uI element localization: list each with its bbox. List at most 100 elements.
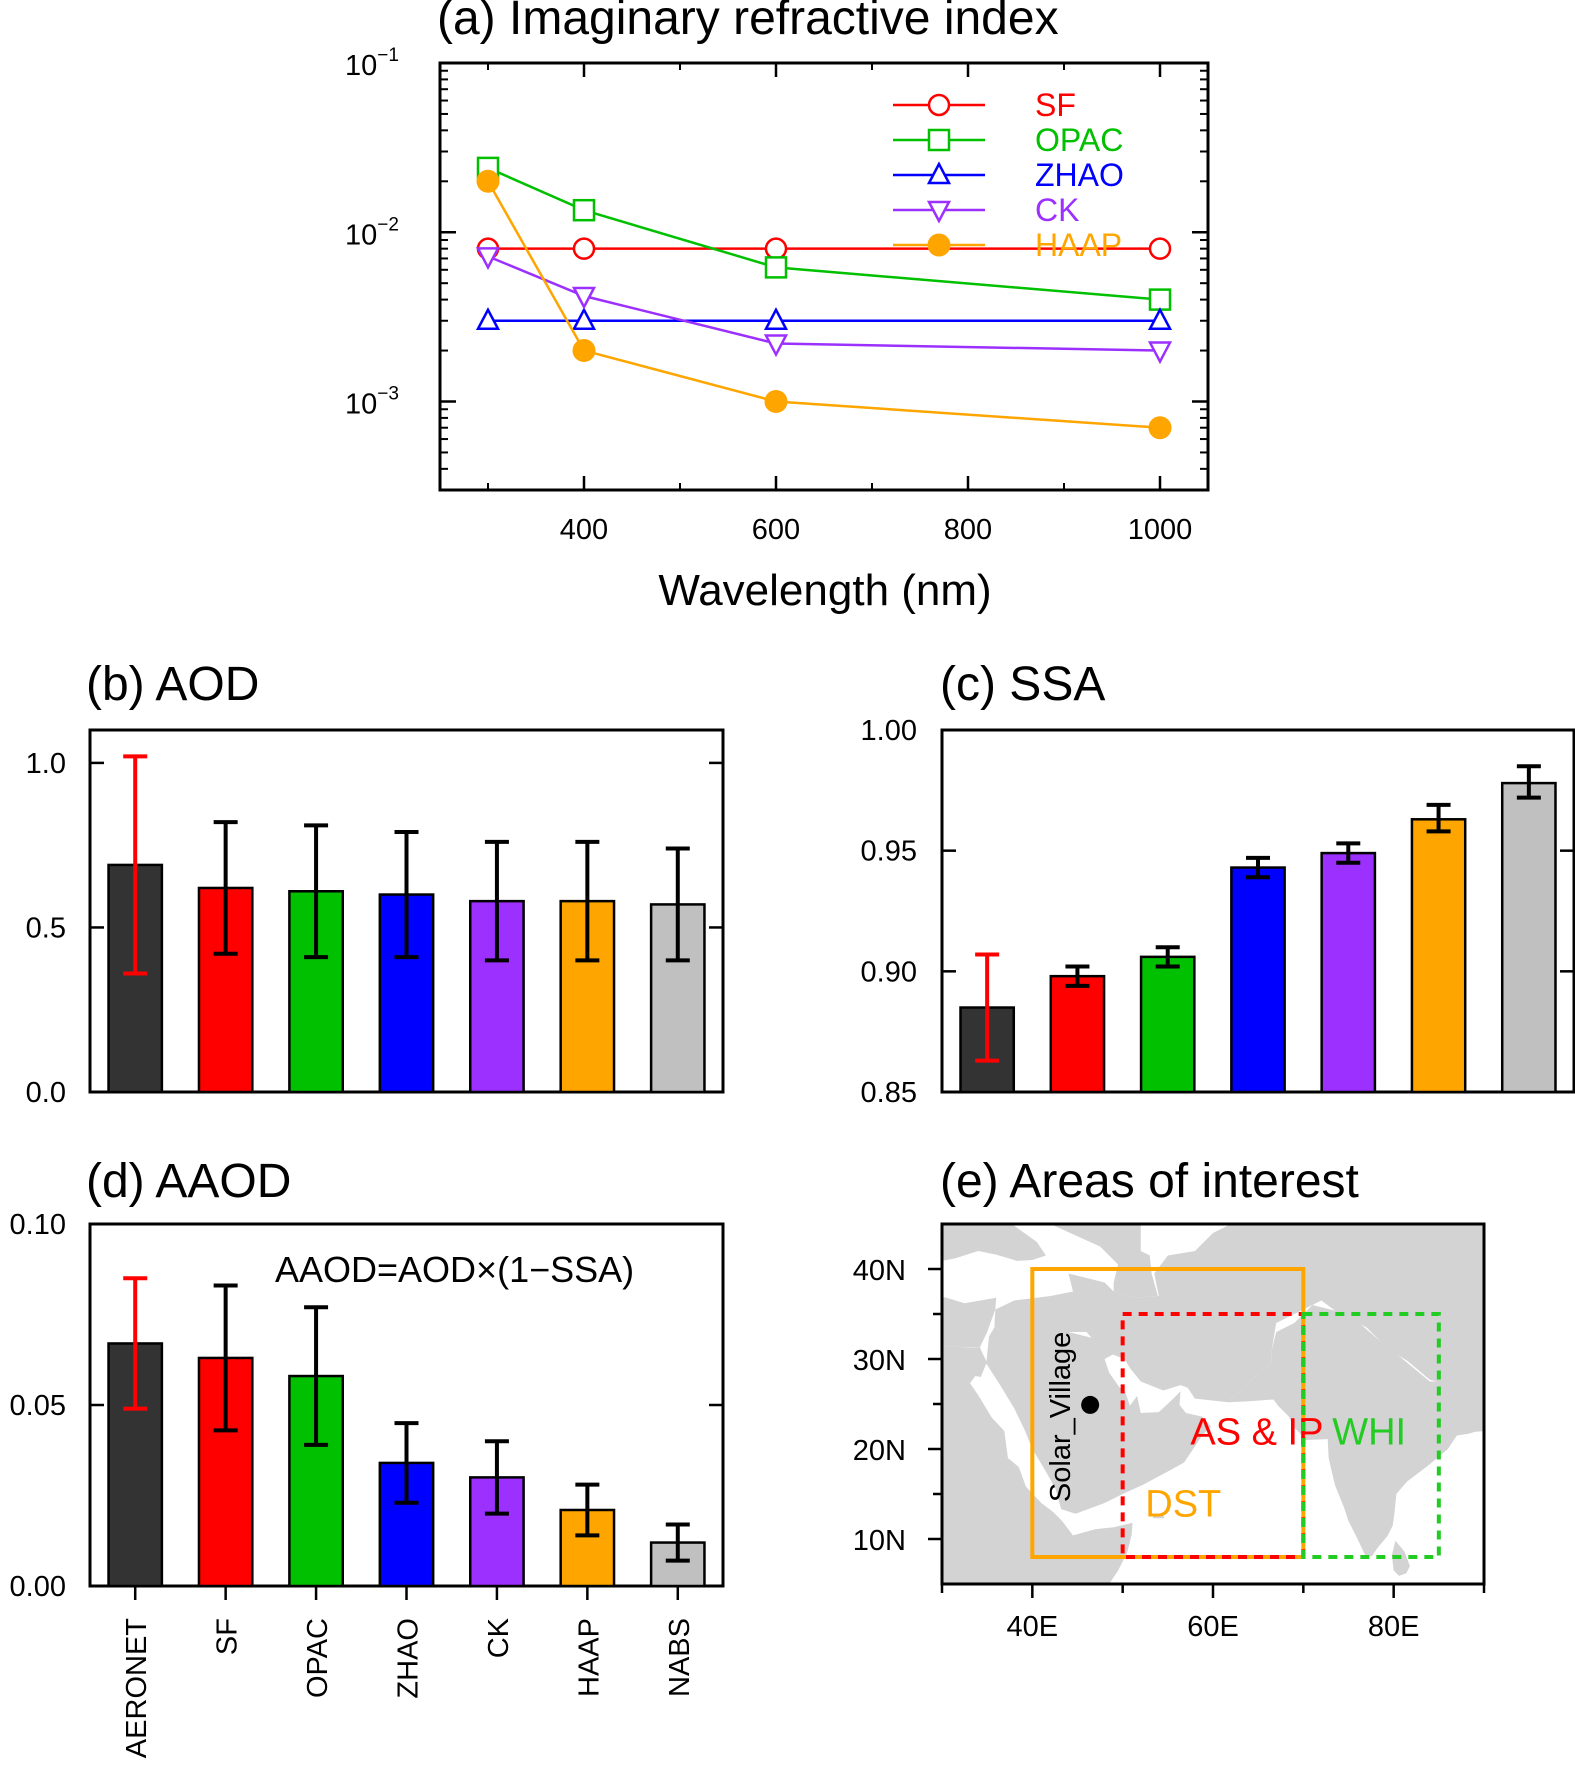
map-xtick-label: 40E [1007, 1611, 1059, 1643]
errorbar-d-opac [304, 1305, 329, 1447]
panel-b-title: (b) AOD [86, 658, 259, 711]
data-point-ck [1147, 341, 1173, 365]
legend-label-sf: SF [1035, 87, 1076, 123]
panel-c-ytick-label: 0.90 [861, 956, 917, 988]
socotra-landmass [1152, 1514, 1165, 1519]
data-point-ck [475, 247, 501, 271]
errorbar-b-haap [575, 839, 600, 963]
map-ytick-label: 10N [853, 1525, 906, 1557]
data-point-opac [1148, 288, 1172, 311]
region-label-whi: WHI [1332, 1412, 1406, 1454]
data-point-opac [572, 198, 596, 222]
map-ytick-label: 20N [853, 1435, 906, 1467]
errorbar-b-zhao [394, 830, 419, 960]
data-point-sf [764, 237, 788, 260]
data-point-zhao [763, 307, 789, 330]
errorbar-c-opac [1155, 945, 1180, 969]
data-point-sf [1148, 237, 1172, 260]
panel-e-map: 40E 60E 80E 10N 20N 30N 40N DST AS & IP WHI Solar_… [853, 1222, 1486, 1643]
series-line-haap [486, 180, 1161, 429]
data-point-ck [763, 334, 789, 358]
data-point-zhao [571, 307, 597, 330]
north-landmass [942, 1224, 1158, 1348]
map-land [942, 1224, 1484, 1584]
data-point-opac [764, 256, 788, 279]
errorbar-c-haap [1426, 802, 1451, 834]
data-point-haap [572, 339, 596, 363]
errorbar-d-aeronet [123, 1276, 148, 1411]
legend-label-ck: CK [1035, 192, 1079, 228]
station-label: Solar_Village [1045, 1332, 1077, 1502]
map-xtick-label: 80E [1368, 1611, 1420, 1643]
series-line-ck [487, 255, 1161, 352]
category-label-ck: CK [483, 1617, 515, 1658]
panel-e-title: (e) Areas of interest [940, 1155, 1359, 1208]
legend-marker-opac [927, 128, 951, 152]
errorbar-c-nabs [1516, 764, 1541, 800]
legend-label-opac: OPAC [1035, 122, 1123, 158]
bar-c-sf [1049, 974, 1106, 1094]
map-ytick-label: 40N [853, 1255, 906, 1287]
data-point-zhao [475, 307, 501, 330]
region-label-dst: DST [1145, 1484, 1221, 1526]
map-ytick-label: 30N [853, 1345, 906, 1377]
data-point-haap [1148, 416, 1172, 440]
region-box-whi [1301, 1312, 1441, 1559]
category-label-nabs: NABS [664, 1618, 696, 1697]
legend-marker-ck [926, 200, 952, 224]
errorbar-c-zhao [1246, 855, 1270, 880]
panel-a-xtick-label: 400 [560, 514, 608, 546]
panel-c-chart: 0.85 0.90 0.95 1.00 [861, 715, 1575, 1109]
errorbar-d-sf [213, 1283, 238, 1433]
panel-a-xtick-label: 800 [944, 514, 992, 546]
panel-b-ytick-label: 0.5 [26, 912, 66, 944]
errorbar-b-opac [304, 823, 329, 960]
panel-d-title: (d) AAOD [86, 1155, 291, 1208]
errorbar-b-nabs [665, 846, 690, 963]
panel-c-ytick-label: 0.95 [861, 836, 917, 868]
errorbar-c-aeronet [975, 952, 1000, 1063]
panel-d-ytick-label: 0.00 [10, 1571, 66, 1603]
bar-c-ck [1320, 851, 1377, 1094]
panel-a-ytick-label: 10−2 [345, 214, 399, 251]
series-line-opac [487, 166, 1161, 301]
legend-label-haap: HAAP [1035, 227, 1122, 263]
panel-b-ytick-label: 1.0 [26, 748, 66, 780]
legend-marker-zhao [926, 161, 952, 185]
region-box-as-ip [1120, 1312, 1306, 1559]
legend-marker-sf [927, 93, 951, 117]
panel-a-ytick-label: 10−3 [345, 384, 399, 421]
errorbar-c-sf [1065, 964, 1090, 988]
category-label-zhao: ZHAO [393, 1618, 425, 1699]
category-label-opac: OPAC [302, 1618, 334, 1698]
panel-d-ytick-label: 0.10 [10, 1209, 66, 1241]
panel-b-ytick-label: 0.0 [26, 1077, 66, 1109]
errorbar-d-haap [575, 1482, 600, 1538]
legend-marker-haap [927, 233, 951, 257]
data-point-ck [571, 286, 597, 310]
data-point-haap [764, 390, 788, 414]
legend-label-zhao: ZHAO [1035, 157, 1124, 193]
errorbar-d-zhao [394, 1421, 419, 1505]
arabia-landmass [986, 1327, 1212, 1514]
category-label-sf: SF [212, 1618, 244, 1655]
sinai-landmass [962, 1347, 987, 1377]
panel-a-frame [438, 61, 1210, 492]
panel-a-xtick-label: 600 [752, 514, 800, 546]
panel-b-chart: 0.0 0.5 1.0 [26, 728, 725, 1109]
africa-landmass [942, 1345, 1133, 1584]
data-point-haap [476, 169, 500, 193]
errorbar-b-sf [213, 820, 238, 956]
bar-c-haap [1410, 818, 1467, 1094]
panel-a-ytick-label: 10−1 [345, 45, 399, 82]
panel-a-title: (a) Imaginary refractive index [437, 0, 1059, 45]
panel-c-ytick-label: 1.00 [861, 715, 917, 747]
station-marker [1081, 1395, 1100, 1414]
errorbar-c-ck [1336, 841, 1361, 865]
bar-c-nabs [1500, 781, 1557, 1094]
errorbar-b-ck [484, 839, 509, 963]
region-label-as-ip: AS & IP [1190, 1412, 1323, 1454]
panel-a-xtick-label: 1000 [1128, 514, 1193, 546]
bar-c-opac [1139, 955, 1196, 1094]
